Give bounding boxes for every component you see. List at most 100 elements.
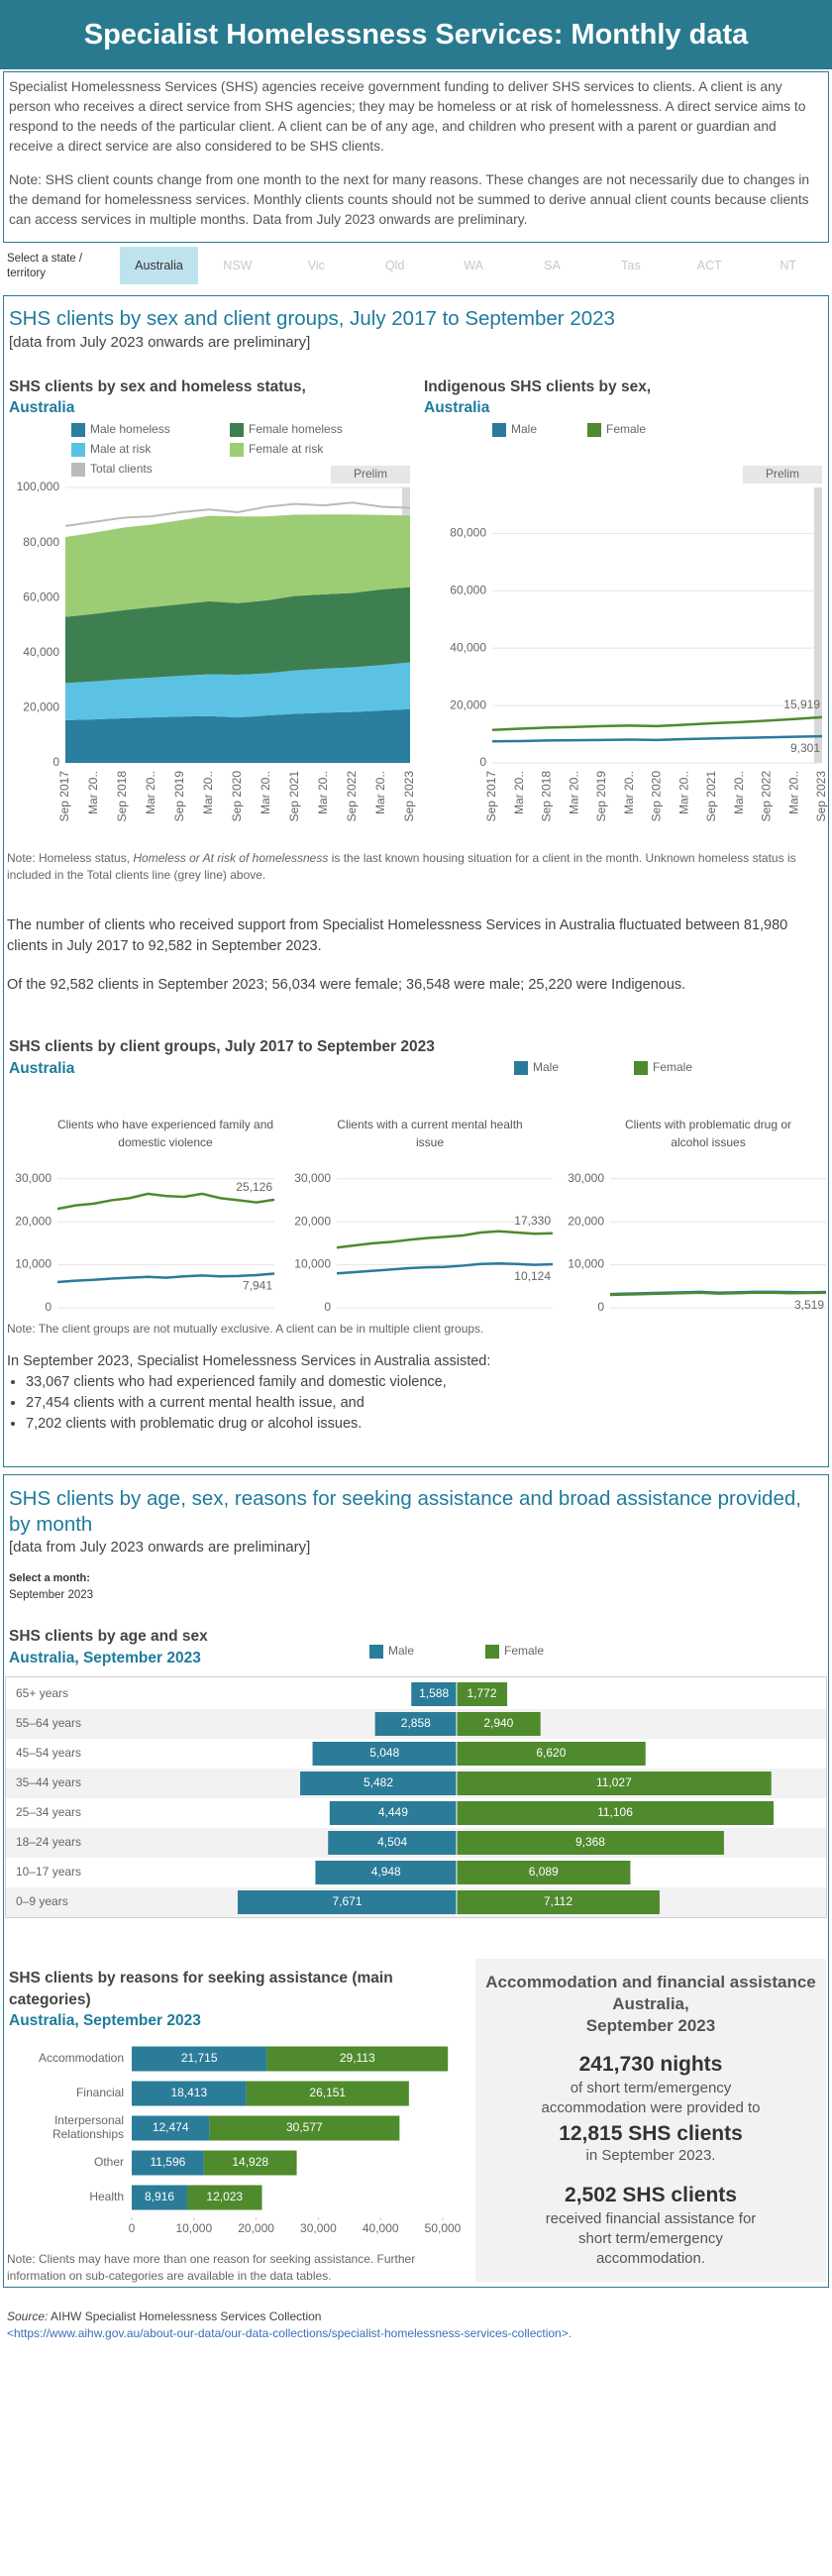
legend-label: Male homeless bbox=[90, 422, 170, 436]
x-tick-label: Sep 2018 bbox=[115, 771, 129, 822]
filter-tab[interactable]: NT bbox=[780, 259, 797, 272]
y-tick-label: Interpersonal Relationships bbox=[52, 2113, 124, 2141]
bar bbox=[329, 1801, 457, 1825]
bar bbox=[209, 2115, 400, 2141]
x-tick-label: Sep 2018 bbox=[540, 771, 554, 822]
panel-text: in September 2023. bbox=[585, 2147, 716, 2164]
header-bar bbox=[0, 0, 832, 69]
filter-tab[interactable]: WA bbox=[464, 259, 483, 272]
x-tick-label: Mar 20.. bbox=[512, 771, 526, 814]
note-emphasis: Homeless or At risk of homelessness bbox=[133, 851, 329, 865]
data-label: 6,089 bbox=[529, 1865, 559, 1878]
bar bbox=[374, 1712, 457, 1736]
y-tick-label: 20,000 bbox=[450, 698, 486, 711]
data-label: 10,124 bbox=[514, 1269, 551, 1283]
filter-tab[interactable]: Vic bbox=[307, 259, 325, 272]
page-title: Specialist Homelessness Services: Monthl… bbox=[83, 19, 749, 51]
data-label: 11,027 bbox=[596, 1775, 632, 1789]
data-label: 4,449 bbox=[378, 1805, 408, 1819]
data-label: 30,577 bbox=[286, 2120, 323, 2134]
bar bbox=[315, 1861, 457, 1884]
filter-tab[interactable]: Australia bbox=[120, 247, 198, 284]
y-tick-label: 30,000 bbox=[15, 1171, 52, 1185]
y-tick-label: 30,000 bbox=[568, 1171, 604, 1185]
y-tick-label: 65+ years bbox=[16, 1686, 68, 1700]
chart-subtitle: Australia bbox=[9, 1060, 75, 1077]
filter-tab[interactable]: SA bbox=[544, 259, 561, 272]
x-tick-label: 40,000 bbox=[363, 2221, 399, 2235]
y-tick-label: 25–34 years bbox=[16, 1805, 81, 1819]
intro-text: Specialist Homelessness Services (SHS) a… bbox=[9, 79, 806, 154]
filter-tab[interactable]: NSW bbox=[223, 259, 253, 272]
y-tick-label: Other bbox=[94, 2155, 124, 2169]
x-tick-label: Sep 2022 bbox=[345, 771, 359, 822]
legend-label: Male at risk bbox=[90, 442, 152, 456]
chart-note: Note: Clients may have more than one rea… bbox=[7, 2252, 416, 2283]
bar bbox=[132, 2115, 210, 2141]
line bbox=[56, 1272, 275, 1284]
panel-figure: 12,815 SHS clients bbox=[559, 2122, 743, 2145]
chart-title: Clients with problematic drug or alcohol… bbox=[624, 1118, 792, 1149]
data-label: 17,330 bbox=[514, 1214, 551, 1228]
summary-text: Of the 92,582 clients in September 2023;… bbox=[7, 977, 686, 993]
bar bbox=[300, 1771, 457, 1795]
panel-figure: 2,502 SHS clients bbox=[565, 2184, 737, 2206]
filter-tab[interactable]: Tas bbox=[621, 259, 641, 272]
filter-tab[interactable]: ACT bbox=[696, 259, 722, 272]
y-tick-label: 30,000 bbox=[294, 1171, 331, 1185]
y-tick-label: Accommodation bbox=[39, 2051, 124, 2065]
x-tick-label: Mar 20.. bbox=[144, 771, 157, 814]
x-tick-label: Mar 20.. bbox=[622, 771, 636, 814]
bar bbox=[457, 1801, 774, 1825]
data-label: 7,941 bbox=[243, 1279, 272, 1293]
y-tick-label: 0 bbox=[324, 1300, 331, 1314]
y-tick-label: 0 bbox=[52, 755, 59, 769]
legend-swatch bbox=[71, 423, 85, 437]
data-label: 8,916 bbox=[145, 2190, 174, 2203]
bar bbox=[237, 1890, 457, 1914]
month-selector[interactable]: September 2023 bbox=[9, 1589, 94, 1601]
bar bbox=[246, 2081, 409, 2106]
data-label: 25,126 bbox=[236, 1180, 272, 1194]
section-subtitle: [data from July 2023 onwards are prelimi… bbox=[9, 1539, 311, 1556]
legend-label: Female bbox=[606, 422, 646, 436]
source-link[interactable]: <https://www.aihw.gov.au/about-our-data/… bbox=[7, 2326, 572, 2340]
legend-swatch bbox=[71, 443, 85, 457]
filter-tab[interactable]: Qld bbox=[384, 259, 405, 272]
bar bbox=[132, 2081, 247, 2106]
x-tick-label: Mar 20.. bbox=[316, 771, 330, 814]
bar bbox=[266, 2046, 449, 2072]
section-box bbox=[3, 295, 829, 1467]
panel-title: Accommodation and financial assistance bbox=[485, 1973, 816, 1991]
bar bbox=[132, 2046, 267, 2072]
data-label: 12,023 bbox=[206, 2190, 243, 2203]
list-item: 7,202 clients with problematic drug or a… bbox=[26, 1414, 818, 1435]
y-tick-label: 35–44 years bbox=[16, 1775, 81, 1789]
prelim-header bbox=[331, 466, 410, 483]
panel-month: September 2023 bbox=[585, 2016, 716, 2035]
source: Source: AIHW Specialist Homelessness Ser… bbox=[7, 2308, 829, 2342]
list-item: 27,454 clients with a current mental hea… bbox=[26, 1393, 818, 1414]
chart-subtitle: Australia, September 2023 bbox=[9, 2012, 201, 2029]
legend-swatch bbox=[230, 423, 244, 437]
legend-label: Female at risk bbox=[249, 442, 324, 456]
legend-label: Total clients bbox=[90, 462, 153, 476]
bar bbox=[132, 2185, 187, 2210]
bar bbox=[312, 1742, 457, 1766]
x-tick-label: Mar 20.. bbox=[786, 771, 800, 814]
panel-text: received financial assistance for short … bbox=[545, 2210, 757, 2267]
x-tick-label: Sep 2017 bbox=[57, 771, 71, 822]
bar bbox=[457, 1742, 646, 1766]
bar bbox=[457, 1890, 660, 1914]
x-tick-label: Mar 20.. bbox=[86, 771, 100, 814]
bar bbox=[328, 1831, 457, 1855]
data-label: 21,715 bbox=[181, 2051, 218, 2065]
assistance-panel-text: Accommodation and financial assistance A… bbox=[475, 1972, 826, 2269]
section-subtitle: [data from July 2023 onwards are prelimi… bbox=[9, 334, 311, 351]
legend-swatch bbox=[230, 443, 244, 457]
line bbox=[56, 1192, 275, 1211]
x-tick-label: 20,000 bbox=[238, 2221, 274, 2235]
y-tick-label: 40,000 bbox=[23, 645, 59, 659]
data-label: 3,519 bbox=[794, 1298, 824, 1312]
